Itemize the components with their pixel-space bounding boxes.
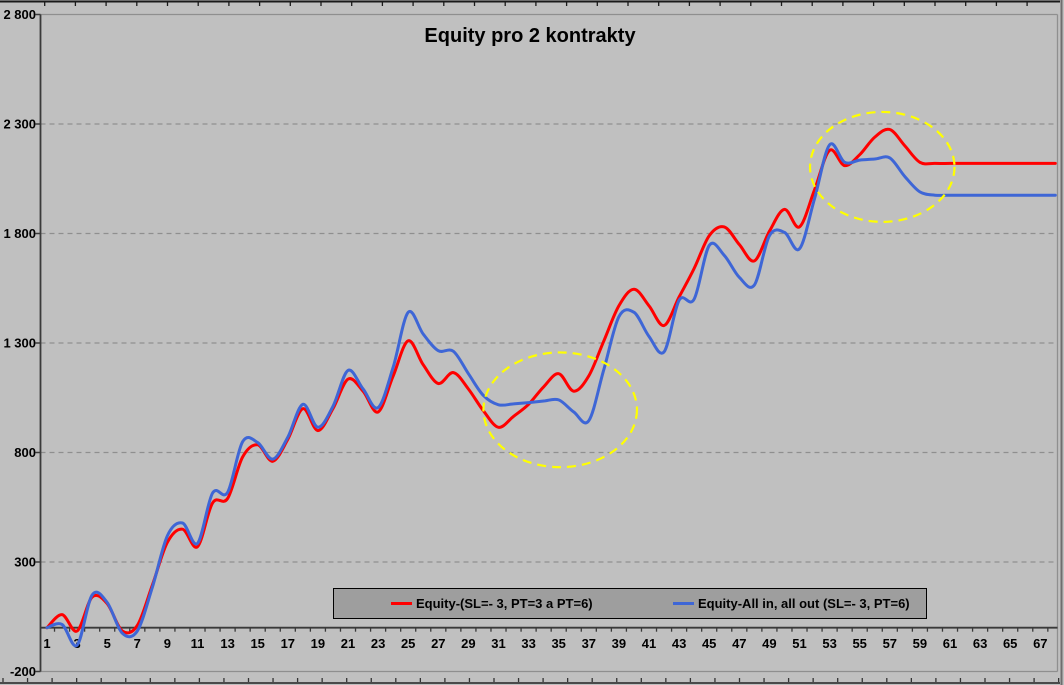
- y-axis: [35, 13, 42, 673]
- series-blue-equity-line[interactable]: [45, 142, 1057, 648]
- x-tick-label: 35: [551, 636, 565, 651]
- x-axis: [40, 626, 1058, 632]
- x-tick-label: 41: [642, 636, 656, 651]
- x-tick-label: 37: [582, 636, 596, 651]
- legend-item-blue[interactable]: Equity-All in, all out (SL=- 3, PT=6): [673, 589, 910, 618]
- x-tick-label: 25: [401, 636, 415, 651]
- adjacent-chart-axis-top: [0, 0, 1060, 6]
- x-tick-label: 5: [104, 636, 111, 651]
- x-tick-label: 43: [672, 636, 686, 651]
- x-tick-label: 65: [1003, 636, 1017, 651]
- y-tick-label: 2 800: [3, 7, 36, 22]
- x-tick-label: 29: [461, 636, 475, 651]
- x-tick-label: 31: [491, 636, 505, 651]
- y-tick-label: -200: [10, 664, 36, 679]
- x-tick-label: 55: [852, 636, 866, 651]
- adjacent-chart-axis-bottom: [0, 678, 1060, 684]
- y-tick-label: 800: [14, 445, 36, 460]
- y-tick-label: 1 800: [3, 226, 36, 241]
- y-axis-labels: -200 300 800 1 300 1 800 2 300 2 800: [3, 7, 36, 679]
- x-tick-label: 57: [883, 636, 897, 651]
- x-tick-label: 39: [612, 636, 626, 651]
- x-axis-labels: 1 3 5 7 9 11 13 15 17 19 21 23 25 27 29 31 33 35 37 39 41 43 4…: [43, 636, 1047, 651]
- highlight-ellipse-top[interactable]: [808, 110, 956, 223]
- highlight-ellipse-middle[interactable]: [482, 351, 639, 469]
- legend-item-red[interactable]: Equity-(SL=- 3, PT=3 a PT=6): [391, 589, 593, 618]
- x-tick-label: 51: [792, 636, 806, 651]
- x-tick-label: 11: [191, 636, 205, 651]
- series-red-equity-line[interactable]: [45, 127, 1057, 635]
- y-tick-label: 2 300: [3, 117, 36, 132]
- x-tick-label: 27: [431, 636, 445, 651]
- x-tick-label: 53: [822, 636, 836, 651]
- legend-label-red: Equity-(SL=- 3, PT=3 a PT=6): [416, 596, 593, 611]
- x-tick-label: 21: [341, 636, 355, 651]
- x-tick-label: 19: [311, 636, 325, 651]
- x-tick-label: 23: [371, 636, 385, 651]
- x-tick-label: 17: [281, 636, 295, 651]
- x-tick-label: 33: [521, 636, 535, 651]
- x-tick-label: 1: [43, 636, 50, 651]
- x-tick-label: 45: [702, 636, 716, 651]
- blue-line-swatch-icon: [673, 602, 694, 605]
- x-tick-label: 63: [973, 636, 987, 651]
- x-tick-label: 49: [762, 636, 776, 651]
- y-tick-label: 1 300: [3, 336, 36, 351]
- gridlines: [40, 123, 1058, 563]
- x-tick-label: 67: [1033, 636, 1047, 651]
- red-line-swatch-icon: [391, 602, 412, 605]
- y-tick-label: 300: [14, 555, 36, 570]
- plot-border: [40, 13, 1059, 673]
- x-tick-label: 15: [250, 636, 264, 651]
- x-tick-label: 47: [732, 636, 746, 651]
- legend[interactable]: Equity-(SL=- 3, PT=3 a PT=6) Equity-All …: [333, 588, 927, 619]
- x-tick-label: 7: [134, 636, 141, 651]
- x-tick-label: 13: [220, 636, 234, 651]
- x-tick-label: 59: [913, 636, 927, 651]
- x-tick-label: 61: [943, 636, 957, 651]
- legend-label-blue: Equity-All in, all out (SL=- 3, PT=6): [698, 596, 910, 611]
- chart-title[interactable]: Equity pro 2 kontrakty: [424, 25, 636, 47]
- x-tick-label: 9: [164, 636, 171, 651]
